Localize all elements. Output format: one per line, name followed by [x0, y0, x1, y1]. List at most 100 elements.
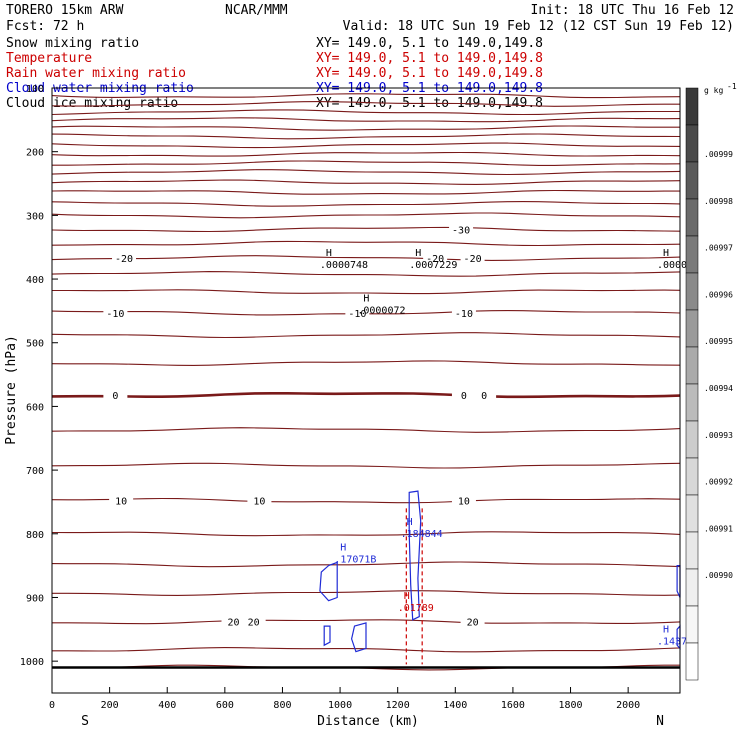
max-marker: H [326, 248, 332, 259]
maxima-labels: H.0000748H.0007229H.0000H.0000072H.18484… [320, 248, 687, 647]
colorbar-segment [685, 605, 699, 644]
colorbar-label: .00993 [704, 431, 733, 440]
south-label: S [81, 714, 89, 729]
legend-xy: XY= 149.0, 5.1 to 149.0,149.8 [316, 51, 543, 66]
max-value: .0007229 [409, 260, 457, 271]
isotherm-line [51, 101, 680, 107]
y-tick-label: 700 [26, 466, 44, 477]
cloud-water-contours [319, 490, 681, 653]
contour-label: -10 [348, 309, 366, 320]
valid-time: Valid: 18 UTC Sun 19 Feb 12 (12 CST Sun … [343, 19, 734, 34]
rain-contours [405, 508, 423, 665]
isotherm-line [51, 142, 681, 149]
x-tick-label: 1200 [386, 700, 410, 711]
y-tick-label: 300 [26, 211, 44, 222]
max-marker: H [404, 591, 410, 602]
isotherm-line [51, 255, 681, 261]
isotherm-line [51, 151, 681, 157]
max-value: .184844 [401, 529, 443, 540]
contour-label: 10 [458, 497, 470, 508]
contour-label-bg [449, 223, 474, 235]
isotherm-line [51, 497, 681, 504]
contour-label: -20 [464, 254, 482, 265]
max-value: .17071B [334, 554, 376, 565]
x-tick-label: 400 [158, 700, 176, 711]
isotherm-line [51, 392, 681, 399]
colorbar-label: .00998 [704, 197, 733, 206]
max-marker: H [340, 542, 346, 553]
contour-label-bg [103, 388, 128, 400]
x-tick-label: 1800 [558, 700, 582, 711]
isotherm-line [51, 212, 681, 219]
max-marker: H [415, 248, 421, 259]
y-tick-label: 900 [26, 593, 44, 604]
contour-label-bg [451, 388, 476, 400]
contour-label-bg [423, 252, 448, 264]
contour-label-bg [460, 615, 485, 627]
x-tick-label: 1600 [501, 700, 525, 711]
colorbar-segment [685, 420, 699, 459]
legend-item: Cloud ice mixing ratio [6, 96, 178, 111]
x-tick-label: 600 [216, 700, 234, 711]
colorbar-label: .00995 [704, 337, 733, 346]
legend-item: Temperature [6, 51, 92, 66]
contour-label: 20 [467, 618, 479, 629]
isotherm-line [51, 427, 681, 433]
colorbar-segment [685, 124, 699, 163]
x-tick-label: 1000 [328, 700, 352, 711]
isotherm-line [51, 109, 680, 116]
contour-label-bg [241, 615, 266, 627]
isotherm-line [51, 226, 681, 233]
contour-label-bg [103, 306, 128, 318]
colorbar-segment [685, 457, 699, 496]
contour-label-bg [112, 252, 137, 264]
contour-label-bg [247, 494, 272, 506]
isotherm-line [52, 160, 681, 166]
y-tick-label: 1000 [20, 657, 44, 668]
y-tick-label: 100 [26, 84, 44, 95]
y-axis-label: Pressure (hPa) [4, 335, 19, 445]
isotherm-line [51, 125, 680, 131]
legend: Snow mixing ratio XY= 149.0, 5.1 to 149.0… [6, 36, 543, 111]
max-value: .1437 [657, 637, 687, 648]
x-tick-label: 1400 [443, 700, 467, 711]
contour-label-bg [109, 494, 134, 506]
colorbar-unit: g kg [704, 86, 723, 95]
x-tick-label: 200 [101, 700, 119, 711]
colorbar-label: .00992 [704, 478, 733, 487]
contour-label-bg [345, 306, 370, 318]
init-time: Init: 18 UTC Thu 16 Feb 12 [531, 3, 735, 18]
x-tick-label: 0 [49, 700, 55, 711]
isotherm-line [51, 531, 681, 537]
max-marker: H [363, 293, 369, 304]
colorbar-segment [685, 346, 699, 385]
colorbar-segment [685, 87, 699, 126]
contour-label: -20 [115, 254, 133, 265]
isotherm-line [51, 332, 681, 339]
contour-label: -10 [455, 309, 473, 320]
colorbar: g kg -1 .00999 .00998 .00997 .00996 .00995 .009… [685, 82, 737, 681]
legend-xy: XY= 149.0, 5.1 to 149.0,149.8 [316, 66, 543, 81]
colorbar-segment [685, 272, 699, 311]
plot-frame [51, 87, 681, 694]
isotherm-line [51, 462, 681, 469]
isotherm-line [51, 271, 681, 277]
isotherm-line [51, 133, 681, 140]
colorbar-label: .00996 [704, 290, 733, 299]
y-tick-label: 500 [26, 339, 44, 350]
temperature-contours: -30 -20 -20 -20 -10 -10 -10 0 0 0 10 10 10 20 20 20 [51, 93, 681, 671]
contour-label: 20 [227, 618, 239, 629]
contour-label: 20 [248, 618, 260, 629]
y-tick-label: 400 [26, 275, 44, 286]
colorbar-segment [685, 568, 699, 607]
contour-label: 0 [112, 391, 118, 402]
colorbar-label: .00994 [704, 384, 733, 393]
colorbar-segment [685, 494, 699, 533]
x-axis-label: Distance (km) [317, 714, 419, 729]
isotherm-line [52, 590, 681, 596]
cloud-water-contour [319, 561, 338, 602]
legend-item: Rain water mixing ratio [6, 66, 186, 81]
contour-label: -20 [426, 254, 444, 265]
